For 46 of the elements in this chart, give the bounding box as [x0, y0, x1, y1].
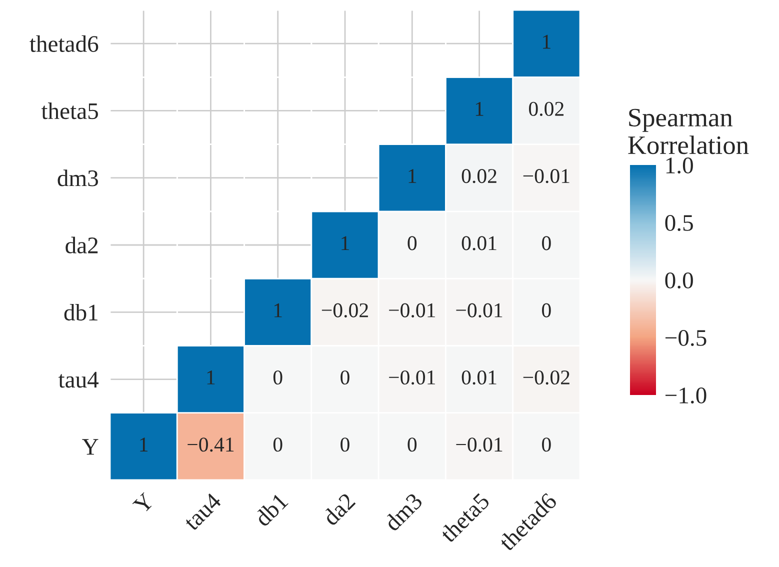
color-bar-label: −0.5: [666, 330, 706, 346]
x-tick-label: Y: [132, 492, 155, 515]
data-label: 1: [543, 34, 550, 49]
data-label: 1: [207, 370, 215, 384]
y-tick-label: thetad6: [30, 35, 98, 52]
color-bar-label: 1.0: [666, 157, 693, 174]
color-bar-label: 0.0: [665, 272, 693, 289]
y-tick-label: theta5: [41, 102, 98, 120]
data-label: 0: [273, 438, 282, 452]
data-label: −0.01: [389, 303, 435, 318]
data-label: −0.01: [456, 303, 502, 318]
data-label: 0: [542, 236, 551, 250]
color-bar-label: 0.5: [665, 214, 693, 232]
data-label: 0: [542, 303, 551, 318]
data-label: 0: [340, 370, 350, 384]
data-label: 0: [340, 438, 350, 452]
data-label: −0.01: [456, 438, 502, 452]
y-tick-label: tau4: [58, 372, 99, 388]
data-label: 0.01: [462, 236, 496, 250]
color-bar-label: −1.0: [666, 387, 706, 404]
x-tick-label: db1: [253, 492, 289, 528]
data-label: 1: [140, 438, 148, 452]
x-tick-label: tau4: [182, 492, 222, 532]
data-label: 1: [342, 236, 349, 250]
data-label: 0: [408, 236, 417, 250]
y-tick-label: Y: [82, 439, 98, 455]
data-label: 0: [273, 370, 282, 384]
x-tick-label: dm3: [383, 492, 424, 532]
data-label: −0.01: [389, 370, 435, 385]
data-label: −0.41: [188, 438, 234, 452]
y-tick-label: db1: [64, 304, 98, 321]
data-label: −0.01: [523, 169, 570, 184]
data-label: 1: [408, 169, 416, 183]
data-label: −0.02: [523, 370, 570, 385]
legend-title: Spearman Korrelation: [628, 108, 749, 154]
y-tick-label: dm3: [58, 170, 98, 186]
data-label: 1: [476, 102, 484, 116]
y-tick-label: da2: [66, 236, 98, 254]
data-label: 0.01: [462, 370, 496, 385]
data-label: 0.02: [462, 169, 496, 184]
data-label: −0.02: [322, 303, 368, 318]
x-tick-label: da2: [321, 492, 356, 526]
data-label: 1: [274, 303, 282, 318]
data-label: 0.02: [528, 102, 564, 116]
data-label: 0: [408, 438, 417, 452]
data-label: 0: [542, 438, 551, 452]
